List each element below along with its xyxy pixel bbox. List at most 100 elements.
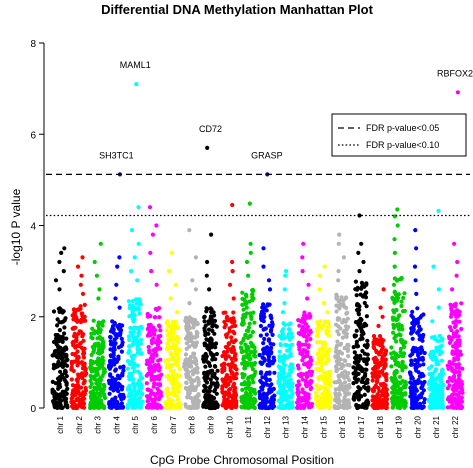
chromosome-points [332,232,352,411]
data-point [164,328,169,333]
data-point [380,314,385,319]
data-point [57,287,62,292]
data-point [420,347,425,353]
data-point [148,388,154,393]
data-point [306,360,311,365]
data-point [57,382,62,387]
y-tick-label: 8 [30,39,36,50]
data-point [376,369,382,375]
data-point [413,404,418,409]
data-point [94,387,100,392]
data-point [230,349,235,355]
data-point [385,397,390,402]
data-point [133,393,138,398]
data-point [190,369,195,374]
chromosome-points [69,255,89,411]
data-point [101,382,107,388]
data-point [72,359,77,364]
data-point [79,273,84,278]
data-point [230,259,235,265]
data-point [268,329,273,334]
data-point [389,376,394,381]
data-point [267,323,272,328]
data-point [62,346,67,351]
data-point [152,399,157,404]
data-point [332,404,337,409]
x-tick-label: chr 4 [112,415,121,433]
data-point [449,312,454,317]
data-point [457,373,462,378]
data-point [97,335,102,341]
data-point [136,241,141,246]
legend-label: FDR p-value<0.05 [366,123,439,133]
data-point [354,293,359,298]
data-point [96,296,101,301]
data-point [153,306,158,312]
data-point [240,404,245,410]
data-point [409,326,414,331]
data-point [137,347,142,352]
data-point [300,269,305,274]
data-point [157,394,162,400]
data-point [360,348,365,354]
data-point [120,340,125,345]
data-point [128,303,133,308]
data-point [207,393,212,398]
data-point [288,321,293,326]
data-point [383,357,388,362]
data-point [175,396,180,401]
data-point [397,332,402,337]
data-point [345,343,350,348]
x-axis-label: CpG Probe Chromosomal Position [150,453,334,467]
data-point [108,347,113,352]
data-point [277,372,282,377]
data-point [415,306,420,311]
data-point [290,400,295,405]
data-point [127,391,132,396]
data-point [127,337,132,343]
data-point [265,302,270,307]
data-point [153,393,158,398]
data-point [230,202,235,208]
data-point [75,319,80,324]
data-point [336,316,342,321]
data-point [261,341,266,346]
data-point [205,145,210,150]
data-point [265,363,270,368]
y-tick-label: 4 [30,222,36,233]
data-point [137,339,142,344]
data-point [384,402,389,407]
gene-annotation: GRASP [251,150,283,160]
data-point [267,287,273,292]
data-point [265,348,270,354]
data-point [321,301,326,306]
data-point [97,287,102,292]
data-point [71,404,76,409]
data-point [314,402,319,407]
data-point [98,377,104,382]
data-point [340,404,345,410]
data-point [243,386,248,391]
data-point [82,361,87,366]
data-point [232,363,238,368]
data-point [171,355,176,361]
data-point [137,311,142,316]
data-point [306,282,311,287]
data-point [359,241,364,246]
data-point [392,380,397,385]
data-point [76,354,81,359]
data-point [452,362,457,367]
data-point [417,363,422,368]
data-point [65,363,70,368]
data-point [128,330,133,335]
data-point [156,306,162,311]
data-point [232,393,237,398]
data-point [264,405,269,410]
data-point [212,371,217,376]
data-point [280,368,285,373]
data-point [210,381,215,386]
data-point [139,351,144,356]
data-point [284,342,289,348]
data-point [287,367,293,373]
data-point [156,368,161,373]
